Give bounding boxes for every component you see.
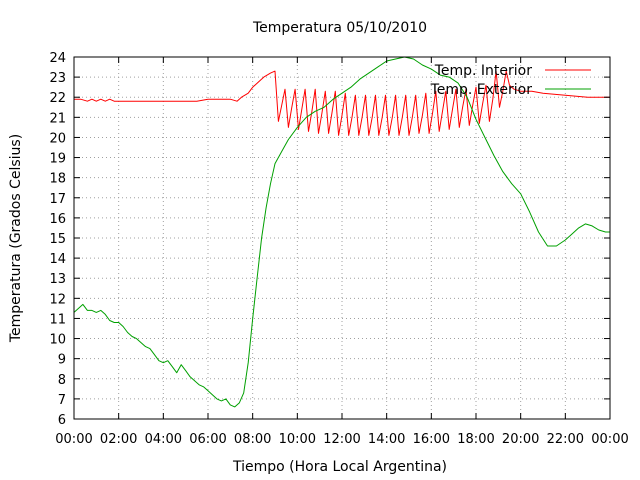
y-axis-title: Temperatura (Grados Celsius): [8, 134, 24, 343]
y-tick-label: 6: [58, 413, 66, 428]
y-tick-label: 15: [49, 232, 66, 247]
x-tick-label: 16:00: [413, 432, 450, 447]
x-tick-label: 06:00: [189, 432, 226, 447]
legend-label: Temp. Interior: [434, 63, 533, 79]
x-tick-label: 20:00: [502, 432, 539, 447]
series-layer: [73, 56, 610, 408]
chart-title: Temperatura 05/10/2010: [252, 20, 427, 36]
x-tick-label: 22:00: [547, 432, 584, 447]
x-tick-label: 14:00: [368, 432, 405, 447]
x-tick-label: 08:00: [234, 432, 271, 447]
y-tick-label: 22: [49, 91, 66, 106]
y-tick-label: 24: [49, 51, 66, 66]
x-tick-label: 04:00: [145, 432, 182, 447]
legend: Temp. Interior Temp. Exterior: [430, 63, 591, 98]
y-tick-label: 10: [49, 333, 66, 348]
y-tick-label: 21: [49, 111, 66, 126]
y-tick-label: 8: [58, 373, 66, 388]
x-tick-label: 00:00: [591, 432, 628, 447]
series-line-temp-exterior: [73, 56, 610, 408]
y-tick-label: 12: [49, 292, 66, 307]
y-tick-label: 9: [58, 353, 66, 368]
ticks: [73, 56, 611, 420]
tick-labels: 6 7 8 9 10 11 12 13 14 15 16 17 18 19 20 21 22 23 24 00:00 0…: [49, 51, 628, 447]
y-tick-label: 17: [49, 192, 66, 207]
legend-label: Temp. Exterior: [430, 82, 533, 98]
y-tick-label: 19: [49, 152, 66, 167]
y-tick-label: 16: [49, 212, 66, 227]
x-tick-label: 18:00: [457, 432, 494, 447]
x-tick-label: 10:00: [279, 432, 316, 447]
y-tick-label: 23: [49, 71, 66, 86]
y-tick-label: 7: [58, 393, 66, 408]
y-tick-label: 14: [49, 252, 66, 267]
y-tick-label: 20: [49, 131, 66, 146]
y-tick-label: 18: [49, 172, 66, 187]
x-tick-label: 12:00: [323, 432, 360, 447]
grid: [74, 57, 610, 419]
y-tick-label: 13: [49, 272, 66, 287]
x-tick-label: 02:00: [100, 432, 137, 447]
x-axis-title: Tiempo (Hora Local Argentina): [232, 459, 447, 475]
y-tick-label: 11: [49, 312, 66, 327]
series-line-temp-interior: [74, 70, 610, 136]
x-tick-label: 00:00: [55, 432, 92, 447]
